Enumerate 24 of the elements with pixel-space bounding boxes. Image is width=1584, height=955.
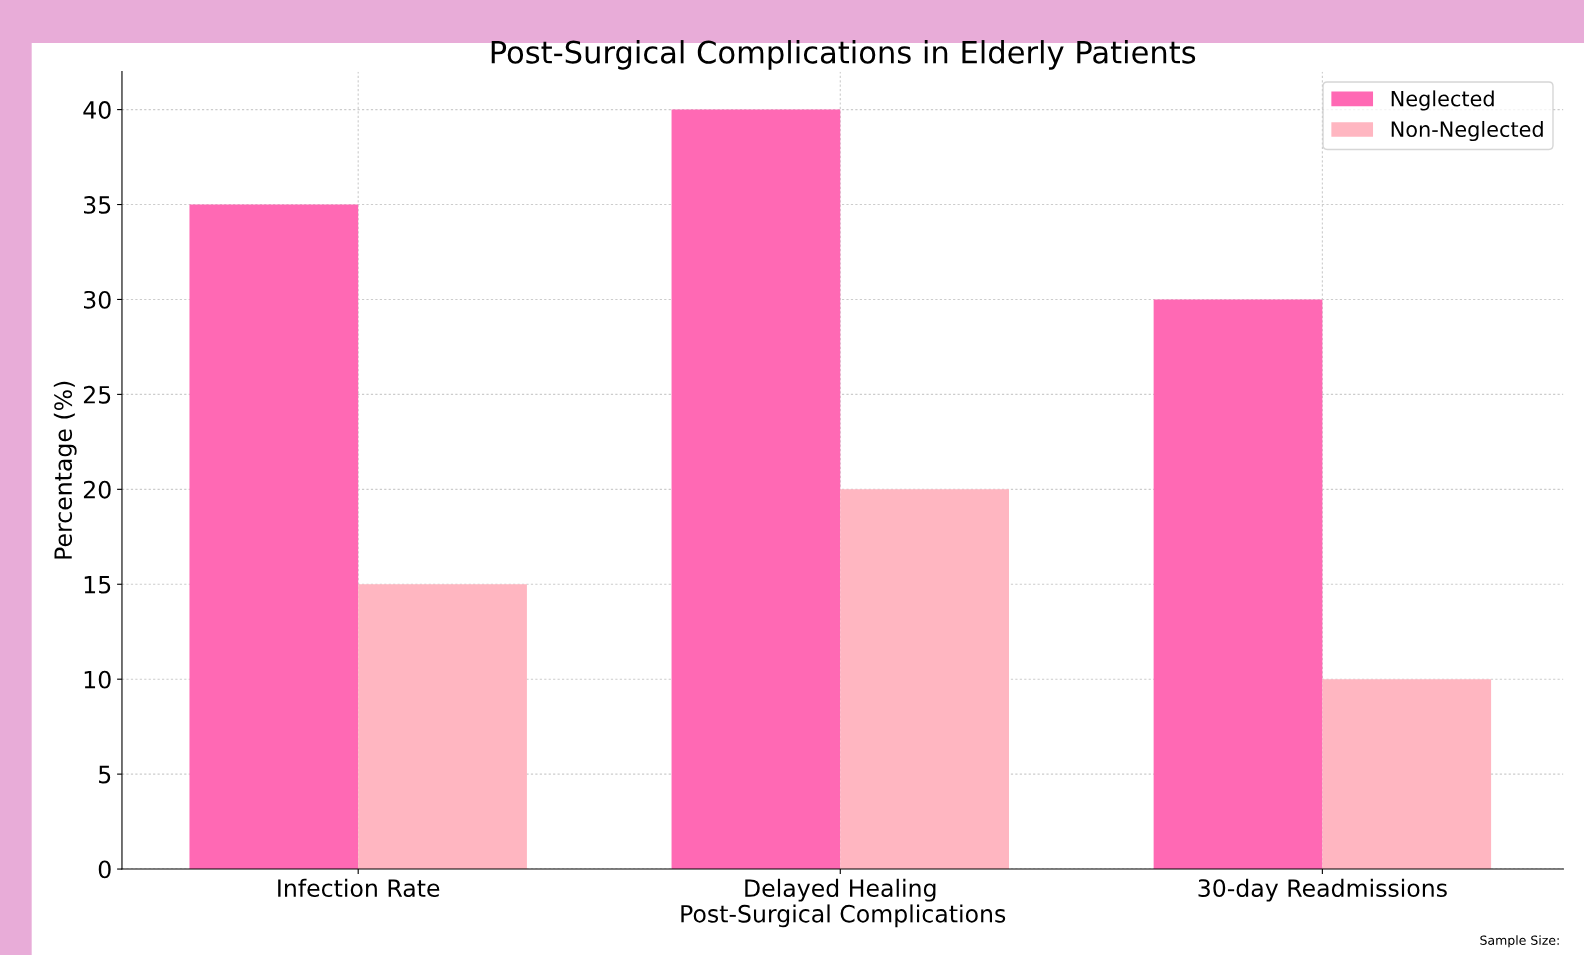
bar xyxy=(840,489,1010,870)
y-tick-label: 0 xyxy=(98,860,111,879)
x-tick-label: 30-day Readmissions xyxy=(1198,878,1447,902)
y-tick-label: 35 xyxy=(84,195,111,214)
bar xyxy=(358,584,527,870)
y-tick-label: 30 xyxy=(84,290,111,309)
bar xyxy=(189,204,359,870)
y-tick-label: 25 xyxy=(83,385,111,404)
x-tick-label: Infection Rate xyxy=(278,878,440,898)
y-tick-label: 10 xyxy=(84,670,111,689)
y-tick-label: 15 xyxy=(84,576,111,594)
bar xyxy=(671,109,841,870)
chart-title: Post-Surgical Complications in Elderly Patients xyxy=(491,40,1196,70)
legend-label: Non-Neglected xyxy=(1391,120,1543,142)
y-tick-label: 5 xyxy=(99,765,111,784)
bar xyxy=(1153,299,1323,870)
y-tick-label: 40 xyxy=(83,101,111,119)
bar xyxy=(1322,679,1492,870)
x-tick-label: Delayed Healing xyxy=(745,878,936,902)
text: Sample Size: xyxy=(1480,935,1559,948)
y-axis-title: Percentage (%) xyxy=(53,381,77,559)
y-tick-label: 20 xyxy=(83,480,111,499)
x-axis-title: Post-Surgical Complications xyxy=(681,904,1006,928)
legend-label: Neglected xyxy=(1391,90,1494,111)
